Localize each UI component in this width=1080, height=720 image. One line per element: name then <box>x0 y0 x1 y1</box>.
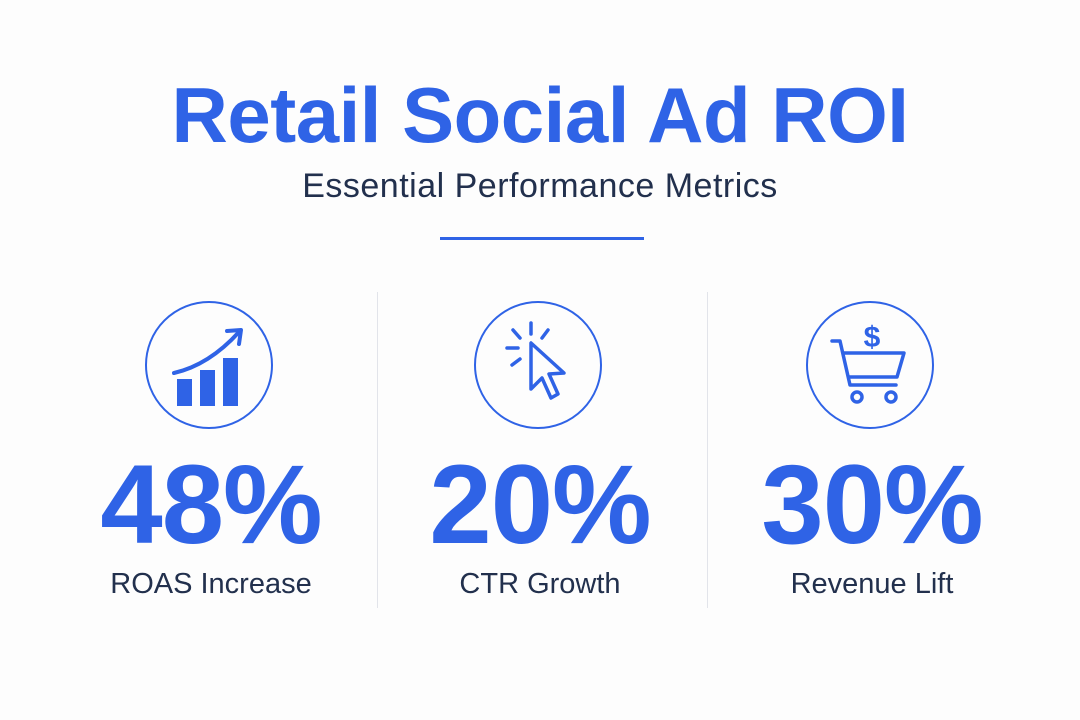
icon-circle <box>145 301 273 429</box>
metric-roas: 48% ROAS Increase <box>46 290 376 620</box>
metric-ctr: 20% CTR Growth <box>375 290 705 620</box>
growth-chart-icon <box>172 328 243 406</box>
column-divider <box>377 292 378 608</box>
metric-value: 30% <box>761 442 983 567</box>
title-underline <box>440 237 644 240</box>
page-title: Retail Social Ad ROI <box>171 71 909 159</box>
icon-circle: $ <box>806 301 934 429</box>
svg-text:$: $ <box>864 321 881 354</box>
metric-value: 48% <box>100 442 322 567</box>
cursor-click-icon <box>505 321 566 400</box>
metric-label: ROAS Increase <box>110 568 312 600</box>
metric-revenue: $ 30% Revenue Lift <box>707 290 1037 620</box>
page-subtitle: Essential Performance Metrics <box>302 167 778 205</box>
icon-circle <box>474 301 602 429</box>
metric-label: Revenue Lift <box>790 568 954 600</box>
shopping-cart-dollar-icon: $ <box>830 321 906 404</box>
column-divider <box>707 292 708 608</box>
metric-value: 20% <box>429 442 651 567</box>
metric-label: CTR Growth <box>459 568 621 600</box>
